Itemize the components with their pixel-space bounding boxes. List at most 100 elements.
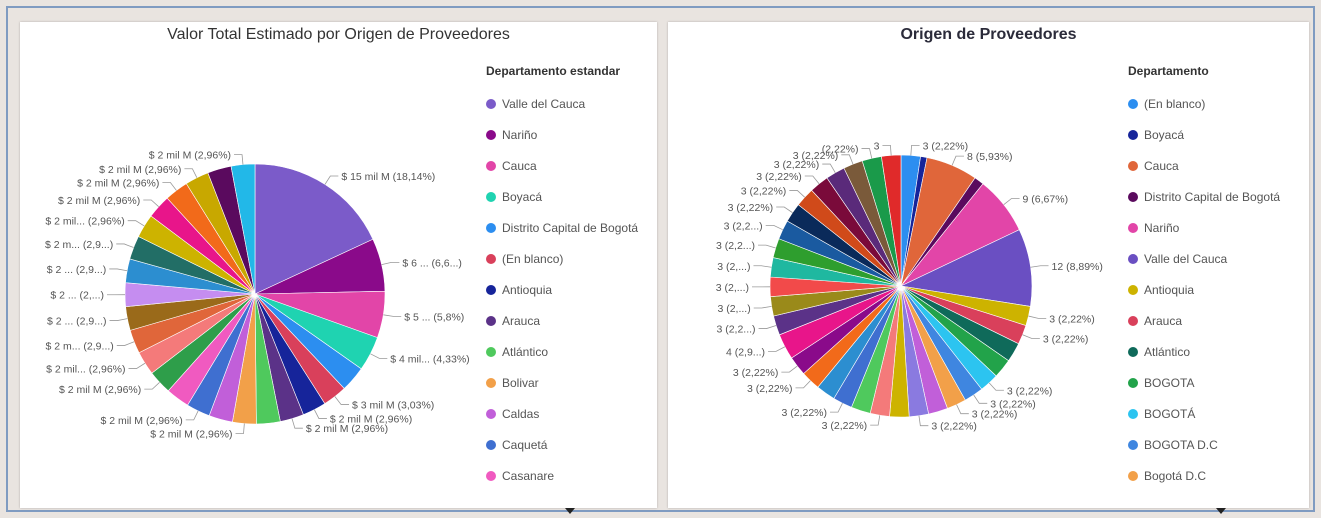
legend-label: Caquetá: [502, 437, 548, 452]
legend-item[interactable]: BOGOTA: [1128, 367, 1280, 398]
leader-line: [383, 314, 402, 317]
legend-item[interactable]: Casanare: [486, 460, 638, 491]
legend-label: Arauca: [502, 313, 541, 328]
legend-items: Valle del Cauca Nariño Cauca Boyacá Distrito…: [486, 88, 638, 491]
legend-swatch: [1128, 439, 1138, 450]
legend-swatch: [486, 408, 496, 419]
leader-line: [918, 415, 929, 427]
legend-item[interactable]: BOGOTA D.C: [1128, 429, 1280, 460]
leader-line: [753, 265, 772, 268]
legend-item[interactable]: Caldas: [486, 398, 638, 429]
chart-panel-valor-total[interactable]: Valor Total Estimado por Origen de Prove…: [20, 22, 657, 514]
leader-line: [314, 409, 327, 419]
leader-line: [1028, 315, 1047, 319]
data-label: 3 (2,22%): [1049, 313, 1095, 325]
legend-swatch: [486, 315, 496, 326]
legend-scroll-down-icon[interactable]: [565, 508, 575, 514]
data-label: $ 2 mil M (2,96%): [99, 164, 181, 176]
leader-line: [781, 365, 798, 373]
legend-label: BOGOTÁ: [1144, 406, 1196, 421]
legend-label: Nariño: [502, 127, 538, 142]
legend-scroll-down-icon[interactable]: [1216, 508, 1226, 514]
leader-line: [841, 154, 854, 165]
legend-item[interactable]: Cauca: [1128, 150, 1280, 181]
legend-item[interactable]: Bogotá D.C: [1128, 460, 1280, 491]
data-label: 3 (2,22%): [781, 407, 827, 419]
legend-label: Caldas: [502, 406, 540, 421]
legend-item[interactable]: Valle del Cauca: [486, 88, 638, 119]
data-label: $ 3 mil M (3,03%): [352, 399, 434, 411]
legend-label: Valle del Cauca: [1144, 251, 1228, 266]
legend-title: Departamento: [1128, 64, 1209, 78]
legend-item[interactable]: BOGOTÁ: [1128, 398, 1280, 429]
legend-label: Cauca: [502, 158, 537, 173]
legend-item[interactable]: Nariño: [486, 119, 638, 150]
data-label: 3 (2,22%): [728, 202, 774, 214]
legend-item[interactable]: Arauca: [486, 305, 638, 336]
data-label: $ 6 ... (6,6...): [402, 257, 462, 269]
legend-swatch: [486, 470, 496, 481]
data-label: 3 (2,22%): [972, 409, 1018, 421]
data-label: 3 (2,...): [717, 303, 750, 315]
legend-item[interactable]: Distrito Capital de Bogotá: [1128, 181, 1280, 212]
legend-items: (En blanco) Boyacá Cauca Distrito Capital d…: [1128, 88, 1280, 491]
data-label: (2,22%): [822, 144, 859, 156]
leader-line: [758, 325, 777, 329]
leader-line: [143, 199, 159, 207]
leader-line: [765, 224, 783, 231]
legend-item[interactable]: Caquetá: [486, 429, 638, 460]
legend-label: Arauca: [1144, 313, 1183, 328]
leader-line: [988, 382, 1004, 391]
legend-swatch: [486, 284, 496, 295]
legend-item[interactable]: (En blanco): [1128, 88, 1280, 119]
data-label: 9 (6,67%): [1023, 193, 1069, 205]
data-label: $ 2 m... (2,9...): [45, 239, 113, 251]
legend-swatch: [486, 129, 496, 140]
legend-item[interactable]: Valle del Cauca: [1128, 243, 1280, 274]
data-label: 3 (2,...): [716, 282, 749, 294]
pie-chart-valor-total[interactable]: $ 15 mil M (18,14%) $ 6 ... (6,6...) $ 5 .…: [20, 22, 657, 508]
leader-line: [127, 220, 145, 227]
legend-item[interactable]: Boyacá: [486, 181, 638, 212]
legend-item[interactable]: Antioquia: [1128, 274, 1280, 305]
legend-item[interactable]: (En blanco): [486, 243, 638, 274]
leader-line: [291, 418, 303, 429]
leader-line: [324, 175, 339, 185]
leader-line: [109, 318, 128, 321]
legend-swatch: [486, 222, 496, 233]
legend-item[interactable]: Atlántico: [1128, 336, 1280, 367]
data-label: $ 2 ... (2,...): [50, 290, 104, 302]
leader-line: [804, 175, 820, 185]
data-label: $ 2 mil... (2,96%): [45, 216, 124, 228]
data-label: 3 (2,...): [717, 261, 750, 273]
legend-swatch: [1128, 284, 1138, 295]
legend-item[interactable]: Boyacá: [1128, 119, 1280, 150]
leader-line: [776, 206, 793, 213]
data-label: $ 4 mil... (4,33%): [390, 353, 469, 365]
leader-line: [768, 346, 786, 352]
legend-item[interactable]: Cauca: [486, 150, 638, 181]
legend-label: Atlántico: [1144, 344, 1191, 359]
data-label: $ 2 ... (2,9...): [47, 316, 107, 328]
legend-swatch: [486, 160, 496, 171]
legend-label: (En blanco): [1144, 96, 1206, 111]
data-label: 3 (2,22%): [793, 150, 839, 162]
leader-line: [184, 168, 198, 178]
pie-slice[interactable]: [899, 229, 1033, 307]
data-label: $ 15 mil M (18,14%): [341, 171, 435, 183]
leader-line: [128, 362, 146, 369]
legend-item[interactable]: Antioquia: [486, 274, 638, 305]
chart-panel-origen-proveedores[interactable]: Origen de Proveedores 3 (2,22%) 8 (5,93%)…: [668, 22, 1309, 514]
legend-swatch: [486, 439, 496, 450]
data-label: 3 (2,22%): [1007, 385, 1053, 397]
leader-line: [370, 353, 388, 359]
legend-item[interactable]: Arauca: [1128, 305, 1280, 336]
leader-line: [334, 396, 350, 405]
legend-swatch: [1128, 253, 1138, 264]
legend-item[interactable]: Nariño: [1128, 212, 1280, 243]
pie-slice[interactable]: [881, 154, 902, 287]
legend-item[interactable]: Distrito Capital de Bogotá: [486, 212, 638, 243]
pie-chart-origen-proveedores[interactable]: 3 (2,22%)8 (5,93%)9 (6,67%)12 (8,89%)3 (…: [668, 22, 1309, 508]
legend-item[interactable]: Atlántico: [486, 336, 638, 367]
legend-item[interactable]: Bolivar: [486, 367, 638, 398]
